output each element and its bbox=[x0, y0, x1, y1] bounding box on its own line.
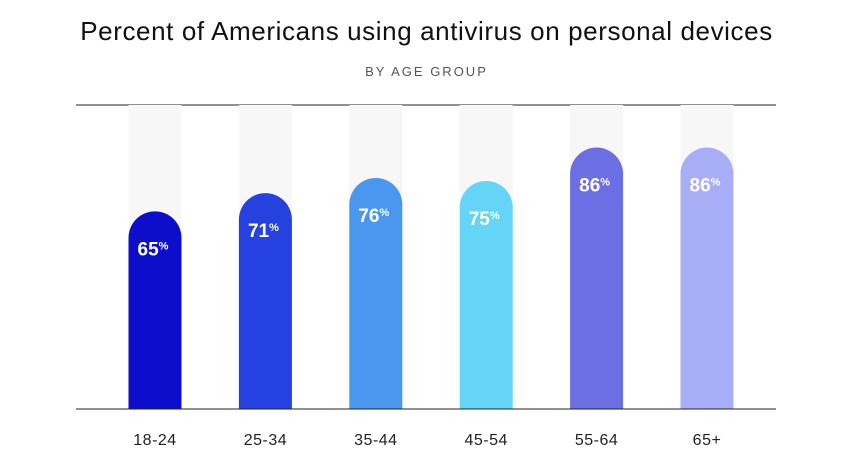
bar bbox=[128, 211, 182, 409]
x-tick-label: 65+ bbox=[693, 432, 722, 449]
bar bbox=[349, 177, 403, 409]
bar-value-number: 65 bbox=[138, 239, 160, 260]
bar bbox=[570, 147, 624, 409]
bar-value-suffix: % bbox=[490, 210, 500, 222]
bar-value-number: 86 bbox=[579, 176, 600, 197]
x-tick-label: 18-24 bbox=[133, 432, 176, 449]
x-tick-label: 25-34 bbox=[244, 432, 287, 449]
bar bbox=[238, 193, 292, 409]
bar bbox=[680, 147, 734, 409]
bar-value-suffix: % bbox=[711, 177, 721, 189]
bar-value-suffix: % bbox=[600, 177, 610, 189]
bar-value-suffix: % bbox=[379, 207, 389, 219]
bar-value-number: 71 bbox=[248, 221, 270, 242]
bar-value-number: 76 bbox=[358, 206, 379, 227]
bar-value-label: 76% bbox=[358, 206, 389, 227]
x-tick-label: 35-44 bbox=[354, 432, 397, 449]
bar-value-number: 75 bbox=[469, 209, 491, 230]
bar-value-label: 71% bbox=[248, 221, 279, 242]
chart-title: Percent of Americans using antivirus on … bbox=[80, 16, 773, 46]
bar-value-label: 75% bbox=[469, 209, 500, 230]
bar-value-label: 86% bbox=[579, 176, 610, 197]
bar-value-number: 86 bbox=[690, 176, 711, 197]
x-tick-label: 45-54 bbox=[464, 432, 507, 449]
x-tick-label: 55-64 bbox=[575, 432, 618, 449]
bar bbox=[459, 181, 513, 409]
bar-value-label: 86% bbox=[690, 176, 721, 197]
bar-value-label: 65% bbox=[138, 239, 169, 260]
chart-subtitle: BY AGE GROUP bbox=[365, 64, 488, 79]
bar-value-suffix: % bbox=[159, 240, 169, 252]
bar-value-suffix: % bbox=[269, 222, 279, 234]
